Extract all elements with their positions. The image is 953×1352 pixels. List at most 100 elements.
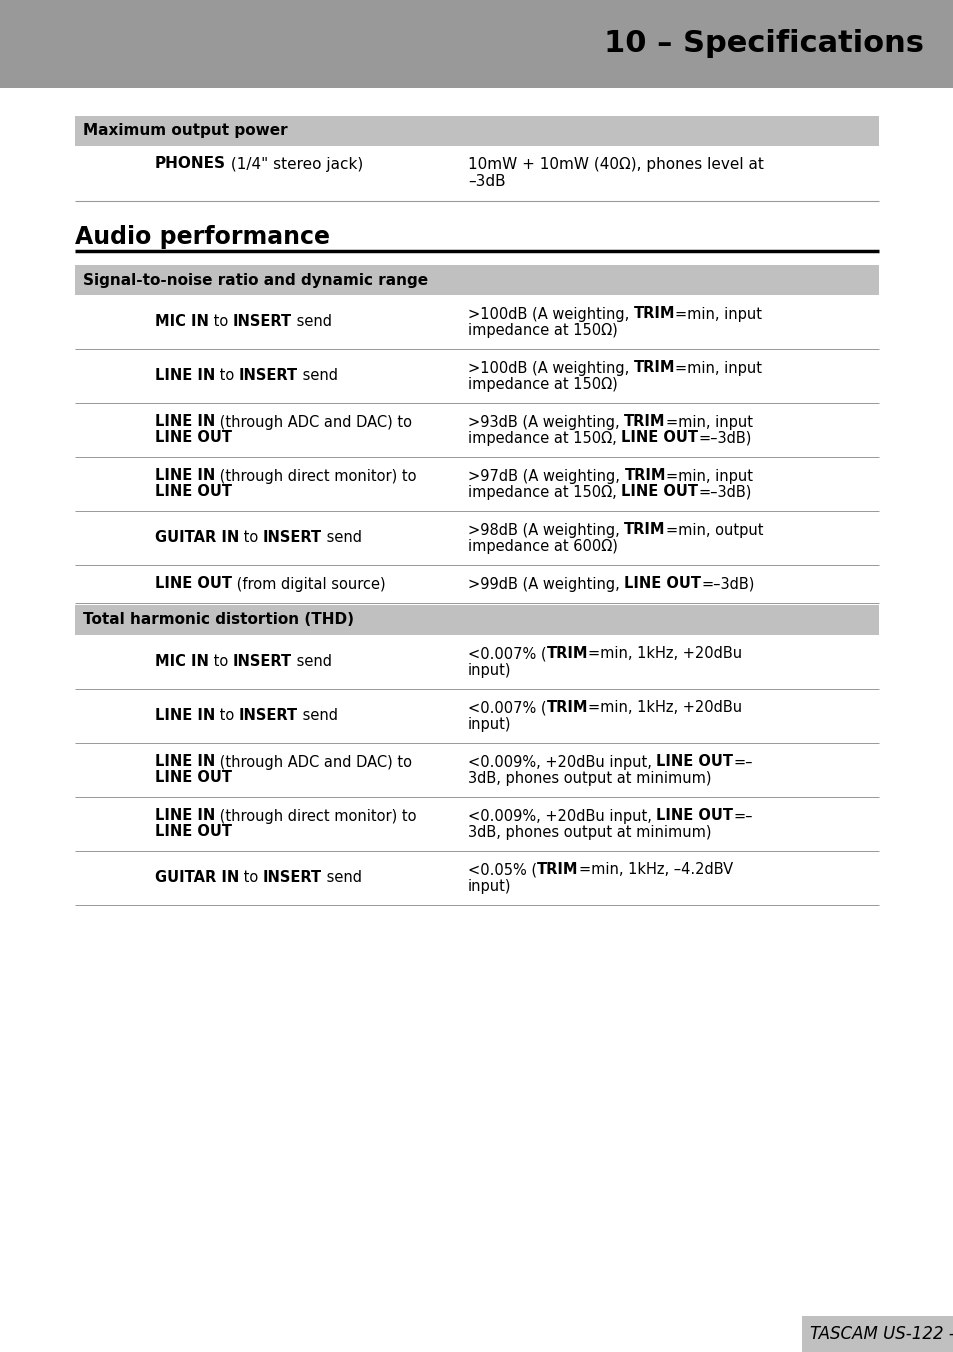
Text: send: send [322, 871, 362, 886]
Text: MIC IN: MIC IN [154, 315, 209, 330]
Text: 3dB, phones output at minimum): 3dB, phones output at minimum) [468, 771, 711, 786]
Text: INSERT: INSERT [233, 654, 292, 669]
Text: =–3dB): =–3dB) [700, 576, 754, 592]
Text: LINE OUT: LINE OUT [154, 771, 232, 786]
Text: (through ADC and DAC) to: (through ADC and DAC) to [215, 754, 412, 769]
Text: LINE IN: LINE IN [154, 369, 215, 384]
Text: =min, 1kHz, +20dBu: =min, 1kHz, +20dBu [587, 646, 741, 661]
Text: INSERT: INSERT [263, 871, 322, 886]
Text: LINE OUT: LINE OUT [620, 430, 698, 446]
Text: =min, 1kHz, +20dBu: =min, 1kHz, +20dBu [587, 700, 741, 715]
Text: TRIM: TRIM [546, 700, 587, 715]
Text: >100dB (A weighting,: >100dB (A weighting, [468, 361, 633, 376]
Text: TRIM: TRIM [624, 469, 665, 484]
Text: INSERT: INSERT [239, 708, 298, 723]
Text: input): input) [468, 717, 511, 731]
Text: (from digital source): (from digital source) [232, 576, 385, 592]
Text: =min, input: =min, input [675, 361, 761, 376]
Bar [801, 1315, 953, 1352]
Text: (through direct monitor) to: (through direct monitor) to [215, 808, 416, 823]
Text: MIC IN: MIC IN [154, 654, 209, 669]
Text: >97dB (A weighting,: >97dB (A weighting, [468, 469, 624, 484]
Text: >99dB (A weighting,: >99dB (A weighting, [468, 576, 623, 592]
Text: =min, input: =min, input [675, 307, 761, 322]
Text: Total harmonic distortion (THD): Total harmonic distortion (THD) [83, 612, 354, 627]
Text: =min, output: =min, output [665, 522, 762, 538]
Text: LINE OUT: LINE OUT [623, 576, 700, 592]
Text: impedance at 150Ω): impedance at 150Ω) [468, 376, 618, 392]
Text: –3dB: –3dB [468, 173, 505, 188]
Text: to: to [209, 654, 233, 669]
Text: to: to [239, 530, 263, 545]
Text: =–: =– [733, 808, 752, 823]
Text: TASCAM US-122 —: TASCAM US-122 — [809, 1325, 953, 1343]
Text: GUITAR IN: GUITAR IN [154, 530, 239, 545]
Text: Signal-to-noise ratio and dynamic range: Signal-to-noise ratio and dynamic range [83, 273, 428, 288]
Bar [75, 604, 878, 635]
Text: INSERT: INSERT [233, 315, 292, 330]
Text: TRIM: TRIM [633, 361, 675, 376]
Text: LINE OUT: LINE OUT [154, 484, 232, 499]
Text: =–3dB): =–3dB) [698, 484, 751, 499]
Bar [0, 0, 953, 88]
Bar [75, 265, 878, 295]
Text: impedance at 150Ω,: impedance at 150Ω, [468, 430, 620, 446]
Text: Audio performance: Audio performance [75, 224, 330, 249]
Text: LINE IN: LINE IN [154, 808, 215, 823]
Text: LINE OUT: LINE OUT [154, 825, 232, 840]
Text: <0.007% (: <0.007% ( [468, 646, 546, 661]
Text: LINE OUT: LINE OUT [620, 484, 698, 499]
Text: 3dB, phones output at minimum): 3dB, phones output at minimum) [468, 825, 711, 840]
Text: (through ADC and DAC) to: (through ADC and DAC) to [215, 415, 412, 430]
Text: to: to [209, 315, 233, 330]
Text: LINE OUT: LINE OUT [656, 808, 733, 823]
Text: INSERT: INSERT [239, 369, 298, 384]
Text: TRIM: TRIM [633, 307, 675, 322]
Text: send: send [322, 530, 362, 545]
Text: send: send [292, 315, 332, 330]
Text: impedance at 150Ω): impedance at 150Ω) [468, 323, 618, 338]
Text: send: send [298, 369, 338, 384]
Text: 10 – Specifications: 10 – Specifications [603, 30, 923, 58]
Text: LINE IN: LINE IN [154, 708, 215, 723]
Text: (1/4" stereo jack): (1/4" stereo jack) [226, 157, 363, 172]
Text: =min, input: =min, input [665, 415, 752, 430]
Text: <0.05% (: <0.05% ( [468, 863, 537, 877]
Text: TRIM: TRIM [623, 415, 665, 430]
Text: impedance at 150Ω,: impedance at 150Ω, [468, 484, 620, 499]
Text: =–: =– [733, 754, 752, 769]
Text: LINE IN: LINE IN [154, 415, 215, 430]
Text: input): input) [468, 662, 511, 677]
Text: =–3dB): =–3dB) [698, 430, 751, 446]
Text: Maximum output power: Maximum output power [83, 123, 287, 138]
Text: 10mW + 10mW (40Ω), phones level at: 10mW + 10mW (40Ω), phones level at [468, 157, 763, 172]
Text: >100dB (A weighting,: >100dB (A weighting, [468, 307, 633, 322]
Text: to: to [215, 369, 239, 384]
Text: to: to [239, 871, 263, 886]
Text: GUITAR IN: GUITAR IN [154, 871, 239, 886]
Text: >93dB (A weighting,: >93dB (A weighting, [468, 415, 623, 430]
Text: input): input) [468, 879, 511, 894]
Bar [75, 116, 878, 146]
Text: <0.007% (: <0.007% ( [468, 700, 546, 715]
Text: LINE IN: LINE IN [154, 469, 215, 484]
Text: =min, 1kHz, –4.2dBV: =min, 1kHz, –4.2dBV [578, 863, 732, 877]
Text: LINE OUT: LINE OUT [154, 430, 232, 446]
Text: LINE IN: LINE IN [154, 754, 215, 769]
Text: =min, input: =min, input [665, 469, 752, 484]
Text: impedance at 600Ω): impedance at 600Ω) [468, 538, 618, 553]
Text: to: to [215, 708, 239, 723]
Text: >98dB (A weighting,: >98dB (A weighting, [468, 522, 623, 538]
Text: send: send [298, 708, 338, 723]
Text: <0.009%, +20dBu input,: <0.009%, +20dBu input, [468, 754, 656, 769]
Text: <0.009%, +20dBu input,: <0.009%, +20dBu input, [468, 808, 656, 823]
Text: LINE OUT: LINE OUT [656, 754, 733, 769]
Text: TRIM: TRIM [537, 863, 578, 877]
Text: send: send [292, 654, 332, 669]
Text: (through direct monitor) to: (through direct monitor) to [215, 469, 416, 484]
Text: PHONES: PHONES [154, 157, 226, 172]
Text: TRIM: TRIM [623, 522, 665, 538]
Text: LINE OUT: LINE OUT [154, 576, 232, 592]
Text: INSERT: INSERT [263, 530, 322, 545]
Text: TRIM: TRIM [546, 646, 587, 661]
